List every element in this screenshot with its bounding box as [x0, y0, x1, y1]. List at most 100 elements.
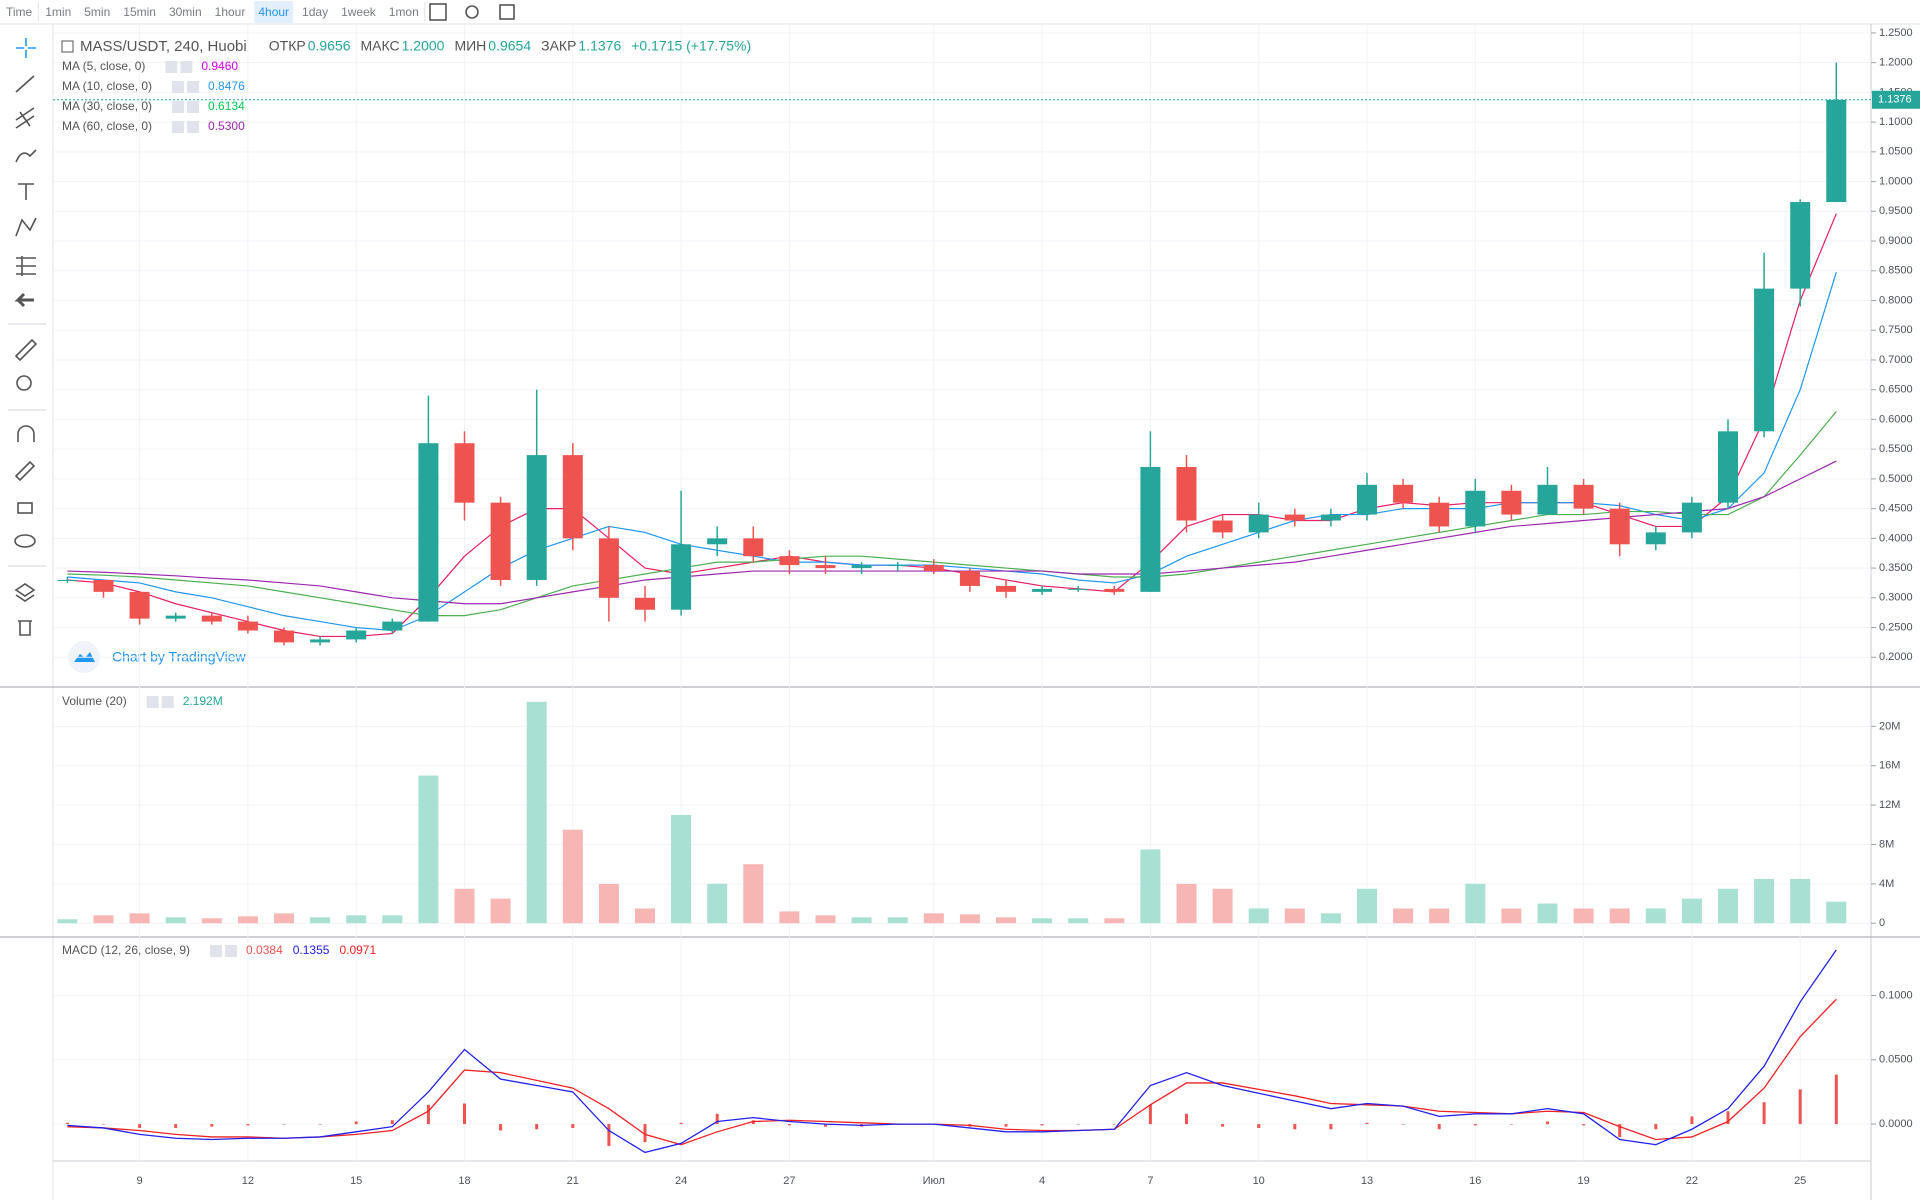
ohlc-value: 1.1376	[578, 38, 621, 54]
y-tick-label: 8M	[1879, 838, 1894, 850]
fib-tool[interactable]	[15, 107, 35, 129]
close-icon[interactable]	[187, 81, 200, 93]
ohlc-value: 0.9656	[308, 38, 351, 54]
settings-icon[interactable]	[172, 101, 185, 113]
candle-body	[851, 565, 872, 569]
settings-icon[interactable]	[210, 945, 223, 957]
interval-button[interactable]: 1day	[302, 5, 328, 19]
y-tick-label: 0.7500	[1879, 324, 1913, 336]
ma-line	[67, 213, 1837, 638]
interval-button[interactable]: 5min	[84, 5, 110, 19]
macd-histogram-bar	[1076, 1124, 1080, 1125]
volume-bar	[93, 915, 114, 924]
candle-body	[418, 443, 439, 622]
chart-type-icon[interactable]	[429, 3, 447, 21]
candle-body	[671, 544, 692, 610]
lock-tool[interactable]	[17, 502, 33, 514]
settings-icon[interactable]	[146, 696, 159, 708]
volume-bar	[1068, 918, 1089, 924]
y-tick-label: 0.0500	[1879, 1054, 1913, 1066]
volume-bar	[526, 701, 547, 924]
candle-body	[1537, 484, 1558, 515]
candle-body	[743, 538, 764, 557]
text-tool[interactable]	[18, 183, 34, 200]
candle-body	[346, 630, 367, 640]
measure-tool[interactable]	[16, 256, 36, 276]
candle-body	[1357, 484, 1377, 515]
settings-icon[interactable]	[172, 121, 185, 133]
pattern-tool[interactable]	[15, 217, 37, 237]
volume-bar	[1140, 849, 1161, 924]
interval-button[interactable]: Time	[6, 5, 33, 19]
close-icon[interactable]	[225, 945, 238, 957]
y-tick-label: 0.3000	[1879, 592, 1913, 604]
screenshot-icon[interactable]	[499, 4, 515, 20]
macd-histogram-bar	[1040, 1124, 1044, 1126]
volume-bar	[562, 829, 583, 924]
interval-button[interactable]: 1week	[341, 5, 377, 19]
y-tick-label: 20M	[1879, 720, 1900, 732]
volume-legend-label: Volume (20)	[62, 694, 127, 708]
ruler-tool[interactable]	[14, 338, 38, 362]
macd-histogram-bar	[1654, 1124, 1658, 1130]
interval-button[interactable]: 30min	[169, 5, 202, 19]
back-tool[interactable]	[14, 292, 34, 308]
y-tick-label: 1.0000	[1879, 175, 1913, 187]
settings-icon[interactable]	[465, 5, 479, 19]
candle-body	[1176, 466, 1197, 521]
y-tick-label: 12M	[1879, 799, 1900, 811]
zoom-tool[interactable]	[16, 375, 32, 391]
close-icon[interactable]	[187, 121, 200, 133]
macd-histogram-bar	[1473, 1124, 1477, 1126]
candle-body	[887, 565, 908, 567]
candle-body	[382, 621, 403, 631]
ma-legend-value: 0.6134	[208, 99, 245, 113]
interval-button[interactable]: 15min	[123, 5, 156, 19]
delete-tool[interactable]	[18, 620, 32, 636]
interval-button[interactable]: 1min	[45, 5, 71, 19]
macd-histogram-bar	[607, 1124, 611, 1146]
candle-body	[274, 630, 294, 643]
volume-bar	[1465, 883, 1486, 924]
macd-legend-label: MACD (12, 26, close, 9)	[62, 943, 190, 957]
brush-tool[interactable]	[15, 149, 37, 163]
interval-button[interactable]: 1hour	[215, 5, 246, 19]
ma-legend-label: MA (5, close, 0)	[62, 59, 145, 73]
volume-bar	[1320, 913, 1341, 924]
visibility-tool[interactable]	[14, 534, 36, 548]
toolbar-icons[interactable]	[429, 3, 515, 21]
close-icon[interactable]	[187, 101, 200, 113]
y-tick-label: 4M	[1879, 878, 1894, 890]
ma-line	[67, 272, 1837, 632]
collapse-icon[interactable]	[61, 40, 74, 53]
candle-body	[1573, 484, 1594, 509]
layers-tool[interactable]	[14, 583, 36, 602]
macd-histogram-bar	[824, 1124, 827, 1127]
last-price-label: 1.1376	[1878, 94, 1912, 106]
settings-icon[interactable]	[172, 81, 185, 93]
close-icon[interactable]	[180, 61, 193, 73]
grid	[53, 24, 1871, 1161]
macd-histogram-bar	[390, 1120, 394, 1125]
watermark-text[interactable]: Chart by TradingView	[112, 649, 246, 665]
volume-bar	[237, 916, 258, 924]
volume-bar	[1104, 918, 1125, 924]
y-tick-label: 0.6500	[1879, 384, 1913, 396]
lock-draw-tool[interactable]	[14, 460, 36, 482]
crosshair-tool[interactable]	[16, 38, 36, 58]
candle-body	[93, 579, 114, 592]
trendline-tool[interactable]	[15, 75, 35, 93]
candle-body	[779, 556, 800, 566]
left-toolbar[interactable]	[8, 38, 46, 636]
ohlc-label: ОТКР	[269, 38, 306, 54]
close-icon[interactable]	[161, 696, 174, 708]
interval-button[interactable]: 1mon	[389, 5, 419, 19]
magnet-tool[interactable]	[17, 425, 35, 442]
volume-bar	[635, 908, 655, 924]
settings-icon[interactable]	[165, 61, 178, 73]
x-tick-label: 18	[458, 1175, 470, 1187]
macd-histogram-bar	[787, 1124, 791, 1126]
volume-bar	[490, 898, 511, 924]
volume-bar	[1754, 878, 1775, 924]
interval-button[interactable]: 4hour	[258, 5, 289, 19]
